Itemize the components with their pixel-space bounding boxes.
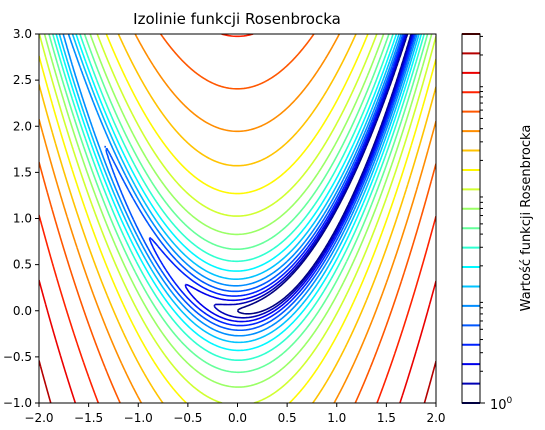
- colorbar-tick-exp: 0: [507, 396, 513, 406]
- y-axis: −1.0 −0.5 0.0 0.5 1.0 1.5 2.0 2.5 3.0: [3, 27, 39, 410]
- contour-level-2: [213, 34, 413, 319]
- colorbar-levels: [462, 33, 480, 404]
- contour-level-6: [62, 34, 418, 337]
- contour-level-4: [148, 34, 415, 327]
- contour-level-19: [39, 360, 436, 403]
- contour-level-10: [48, 34, 429, 374]
- contour-level-3: [184, 34, 414, 323]
- y-tick-label: 1.0: [13, 212, 32, 226]
- x-tick-label: 1.0: [327, 411, 346, 425]
- colorbar-frame: [461, 33, 481, 404]
- colorbar-tick-base: 10: [490, 398, 507, 413]
- chart-title: Izolinie funkcji Rosenbrocka: [133, 10, 341, 28]
- y-tick-label: 2.0: [13, 119, 32, 133]
- contour-level-7: [58, 34, 420, 344]
- x-tick-label: 0.0: [228, 411, 247, 425]
- x-tick-label: −1.5: [74, 411, 103, 425]
- colorbar-label: Wartość funkcji Rosenbrocka: [519, 125, 534, 312]
- contour-level-13: [39, 34, 436, 403]
- colorbar-ticks: [480, 35, 485, 404]
- x-tick-label: −0.5: [173, 411, 202, 425]
- y-tick-label: −1.0: [3, 396, 32, 410]
- x-tick-label: −2.0: [24, 411, 53, 425]
- y-tick-label: 3.0: [13, 27, 32, 41]
- contour-level-17: [39, 34, 436, 403]
- contour-level-8: [55, 34, 423, 352]
- plot-area: −2.0 −1.5 −1.0 −0.5 0.0 0.5 1.0 1.5 2.0 −1.0 −0.5…: [3, 27, 446, 425]
- contour-level-5: [104, 34, 417, 332]
- x-tick-label: 1.5: [377, 411, 396, 425]
- contour-level-11: [43, 34, 433, 388]
- y-tick-label: 2.5: [13, 73, 32, 87]
- colorbar: 100 Wartość funkcji Rosenbrocka: [461, 33, 534, 413]
- contour-level-18: [39, 279, 436, 403]
- contour-level-15: [39, 34, 436, 403]
- x-axis: −2.0 −1.5 −1.0 −0.5 0.0 0.5 1.0 1.5 2.0: [24, 403, 446, 425]
- y-tick-label: 1.5: [13, 165, 32, 179]
- y-tick-label: 0.0: [13, 304, 32, 318]
- x-tick-label: −1.0: [124, 411, 153, 425]
- contour-lines: [39, 34, 436, 403]
- x-tick-label: 2.0: [426, 411, 445, 425]
- contour-level-12: [39, 34, 436, 403]
- colorbar-tick-label: 100: [490, 396, 513, 413]
- y-tick-label: −0.5: [3, 350, 32, 364]
- contour-level-9: [52, 34, 425, 362]
- x-tick-label: 0.5: [278, 411, 297, 425]
- contour-level-16: [39, 34, 436, 403]
- y-tick-label: 0.5: [13, 258, 32, 272]
